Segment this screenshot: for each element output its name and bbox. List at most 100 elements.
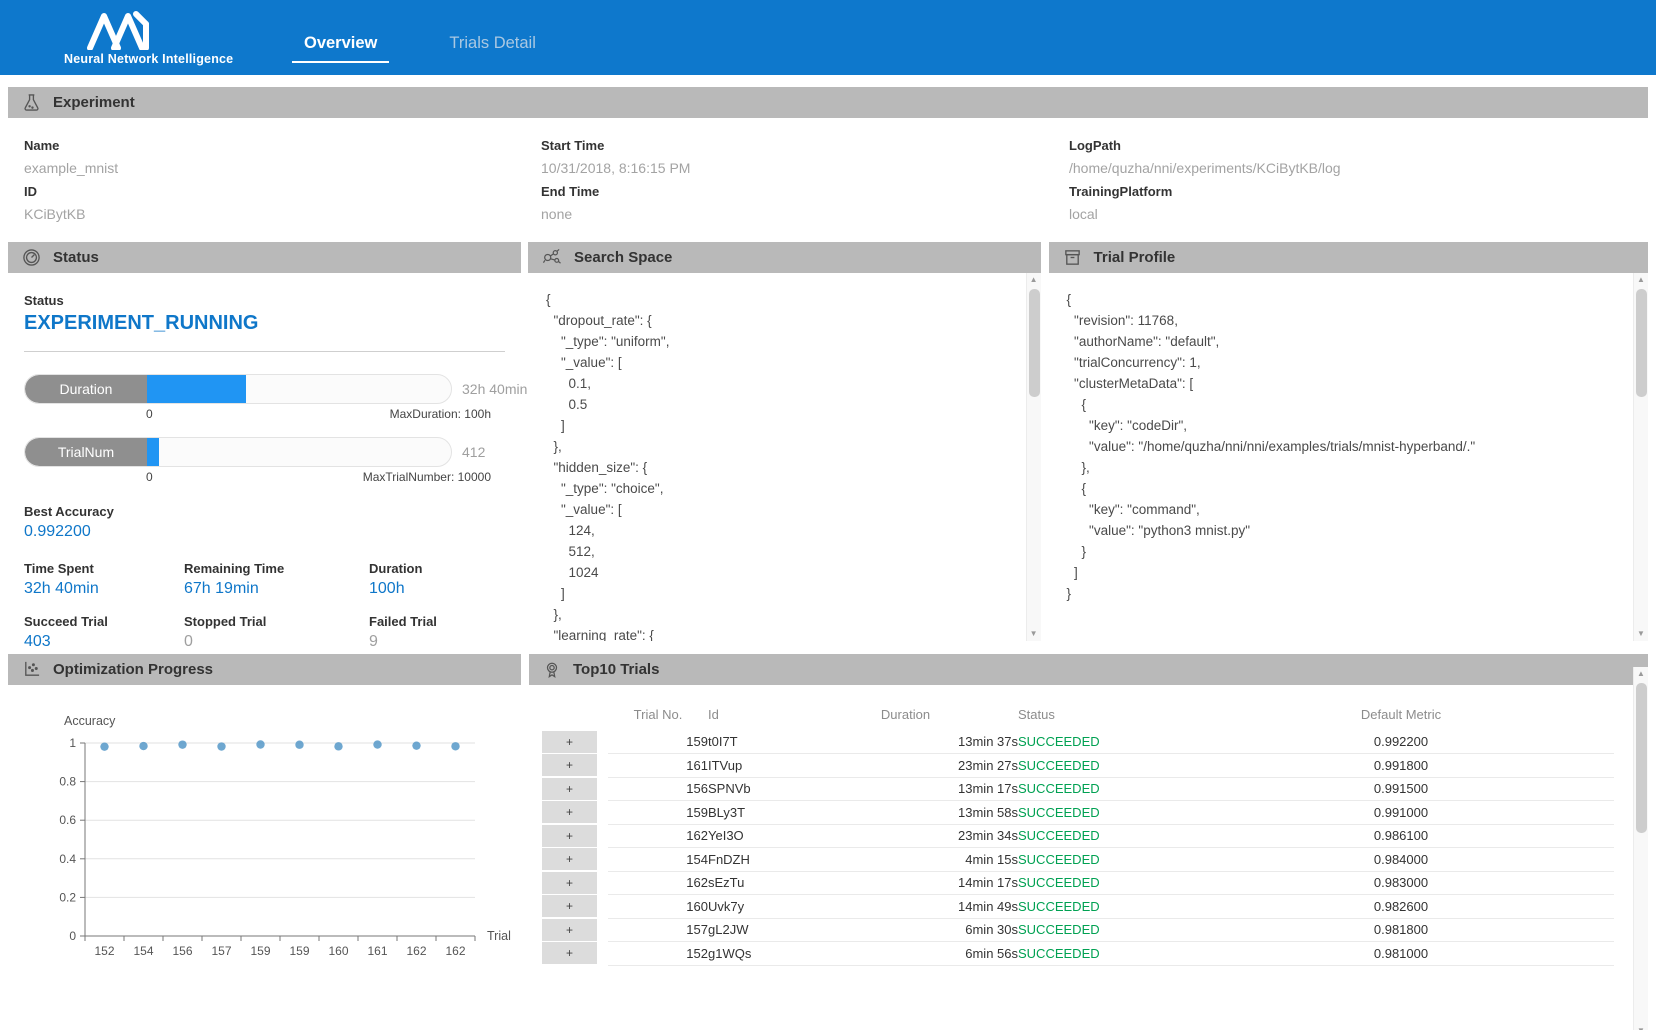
flask-icon xyxy=(22,93,41,112)
scroll-thumb[interactable] xyxy=(1636,289,1647,397)
trialnum-progress-label: TrialNum xyxy=(25,438,147,466)
brand-name: Neural Network Intelligence xyxy=(64,52,233,66)
search-space-scrollbar[interactable]: ▲ ▼ xyxy=(1026,273,1041,641)
tab-trials-detail[interactable]: Trials Detail xyxy=(437,28,548,61)
search-space-content: { "dropout_rate": { "_type": "uniform", … xyxy=(528,273,1041,641)
table-row: + 154 FnDZH 4min 15s SUCCEEDED 0.984000 xyxy=(542,848,1614,872)
optimization-progress-header: Optimization Progress xyxy=(8,654,521,685)
trial-id-cell: BLy3T xyxy=(708,801,833,825)
scroll-up-icon[interactable]: ▲ xyxy=(1634,273,1648,287)
stat-label: Duration xyxy=(369,561,521,576)
stat-label: Succeed Trial xyxy=(24,614,184,629)
table-row: + 157 gL2JW 6min 30s SUCCEEDED 0.981800 xyxy=(542,918,1614,942)
scroll-down-icon[interactable]: ▼ xyxy=(1634,1024,1648,1030)
field-label: LogPath xyxy=(1069,134,1629,157)
best-accuracy-value: 0.992200 xyxy=(24,523,521,541)
table-row: + 159 t0I7T 13min 37s SUCCEEDED 0.992200 xyxy=(542,730,1614,754)
expand-row-button[interactable]: + xyxy=(542,801,597,823)
trial-no-cell: 161 xyxy=(608,754,708,778)
table-row: + 156 SPNVb 13min 17s SUCCEEDED 0.991500 xyxy=(542,777,1614,801)
trial-id-cell: YeI3O xyxy=(708,824,833,848)
scatter-chart-icon xyxy=(22,660,41,679)
top-trials-panel: Top10 Trials Trial No. Id Duration Statu… xyxy=(529,654,1648,1016)
duration-progress-value: 32h 40min xyxy=(462,381,527,397)
trial-no-cell: 157 xyxy=(608,918,708,942)
svg-text:0: 0 xyxy=(69,929,76,943)
trial-id-cell: t0I7T xyxy=(708,730,833,754)
trial-status-cell: SUCCEEDED xyxy=(1018,730,1188,754)
status-panel-header: Status xyxy=(8,242,521,273)
optimization-chart-area: Accuracy00.20.40.60.81152154156157159159… xyxy=(8,685,521,1016)
scroll-thumb[interactable] xyxy=(1029,289,1040,397)
trialnum-progress: TrialNum 412 xyxy=(24,437,505,467)
field-label: Name xyxy=(24,134,541,157)
expand-row-button[interactable]: + xyxy=(542,731,597,753)
trial-id-cell: sEzTu xyxy=(708,871,833,895)
top-trials-scrollbar[interactable]: ▲ ▼ xyxy=(1633,667,1648,1030)
trial-metric-cell: 0.991000 xyxy=(1188,801,1614,825)
experiment-fields: Name example_mnist ID KCiBytKB Start Tim… xyxy=(8,118,1648,240)
trial-profile-scrollbar[interactable]: ▲ ▼ xyxy=(1633,273,1648,641)
nni-overview-page: Neural Network Intelligence Overview Tri… xyxy=(0,0,1656,1030)
scroll-down-icon[interactable]: ▼ xyxy=(1027,627,1041,641)
column-header-duration: Duration xyxy=(833,703,1018,730)
trial-id-cell: g1WQs xyxy=(708,942,833,966)
status-panel-title: Status xyxy=(53,249,99,266)
trial-status-cell: SUCCEEDED xyxy=(1018,942,1188,966)
field-value: /home/quzha/nni/experiments/KCiBytKB/log xyxy=(1069,157,1629,180)
svg-text:154: 154 xyxy=(133,944,153,958)
svg-text:0.6: 0.6 xyxy=(59,813,76,827)
trial-duration-cell: 6min 30s xyxy=(833,918,1018,942)
trial-no-cell: 152 xyxy=(608,942,708,966)
expand-row-button[interactable]: + xyxy=(542,778,597,800)
trial-id-cell: gL2JW xyxy=(708,918,833,942)
trial-no-cell: 160 xyxy=(608,895,708,919)
stat-value: 32h 40min xyxy=(24,580,184,598)
scroll-down-icon[interactable]: ▼ xyxy=(1634,627,1648,641)
svg-text:0.8: 0.8 xyxy=(59,775,76,789)
expand-row-button[interactable]: + xyxy=(542,754,597,776)
trial-no-cell: 154 xyxy=(608,848,708,872)
expand-row-button[interactable]: + xyxy=(542,872,597,894)
scroll-thumb[interactable] xyxy=(1636,683,1647,833)
tab-overview[interactable]: Overview xyxy=(292,28,389,61)
expand-row-button[interactable]: + xyxy=(542,848,597,870)
scroll-up-icon[interactable]: ▲ xyxy=(1027,273,1041,287)
expand-column-header xyxy=(542,703,608,730)
svg-text:161: 161 xyxy=(367,944,387,958)
optimization-progress-title: Optimization Progress xyxy=(53,661,213,678)
table-row: + 162 sEzTu 14min 17s SUCCEEDED 0.983000 xyxy=(542,871,1614,895)
expand-row-button[interactable]: + xyxy=(542,825,597,847)
scroll-up-icon[interactable]: ▲ xyxy=(1634,667,1648,681)
medal-icon xyxy=(543,660,561,679)
trial-status-cell: SUCCEEDED xyxy=(1018,777,1188,801)
expand-row-button[interactable]: + xyxy=(542,919,597,941)
trial-profile-header: Trial Profile xyxy=(1049,242,1648,273)
expand-row-button[interactable]: + xyxy=(542,942,597,964)
trial-duration-cell: 4min 15s xyxy=(833,848,1018,872)
expand-row-button[interactable]: + xyxy=(542,895,597,917)
stat-label: Remaining Time xyxy=(184,561,369,576)
trial-metric-cell: 0.981800 xyxy=(1188,918,1614,942)
svg-text:Accuracy: Accuracy xyxy=(64,714,116,728)
trial-status-cell: SUCCEEDED xyxy=(1018,871,1188,895)
stat-value: 100h xyxy=(369,580,521,598)
trial-duration-cell: 14min 17s xyxy=(833,871,1018,895)
trial-profile-panel: Trial Profile { "revision": 11768, "auth… xyxy=(1049,242,1648,651)
trialnum-min: 0 xyxy=(146,470,153,484)
field-value: KCiBytKB xyxy=(24,203,541,226)
trial-duration-cell: 23min 27s xyxy=(833,754,1018,778)
svg-text:156: 156 xyxy=(172,944,192,958)
stat-value: 0 xyxy=(184,633,369,651)
search-space-title: Search Space xyxy=(574,249,672,266)
table-row: + 159 BLy3T 13min 58s SUCCEEDED 0.991000 xyxy=(542,801,1614,825)
experiment-section-header: Experiment xyxy=(8,87,1648,118)
best-accuracy-label: Best Accuracy xyxy=(24,504,521,519)
field-label: Start Time xyxy=(541,134,1069,157)
duration-max: MaxDuration: 100h xyxy=(390,407,491,421)
trial-metric-cell: 0.982600 xyxy=(1188,895,1614,919)
top-trials-table: Trial No. Id Duration Status Default Met… xyxy=(542,703,1614,966)
trial-status-cell: SUCCEEDED xyxy=(1018,848,1188,872)
trial-metric-cell: 0.992200 xyxy=(1188,730,1614,754)
table-row: + 160 Uvk7y 14min 49s SUCCEEDED 0.982600 xyxy=(542,895,1614,919)
